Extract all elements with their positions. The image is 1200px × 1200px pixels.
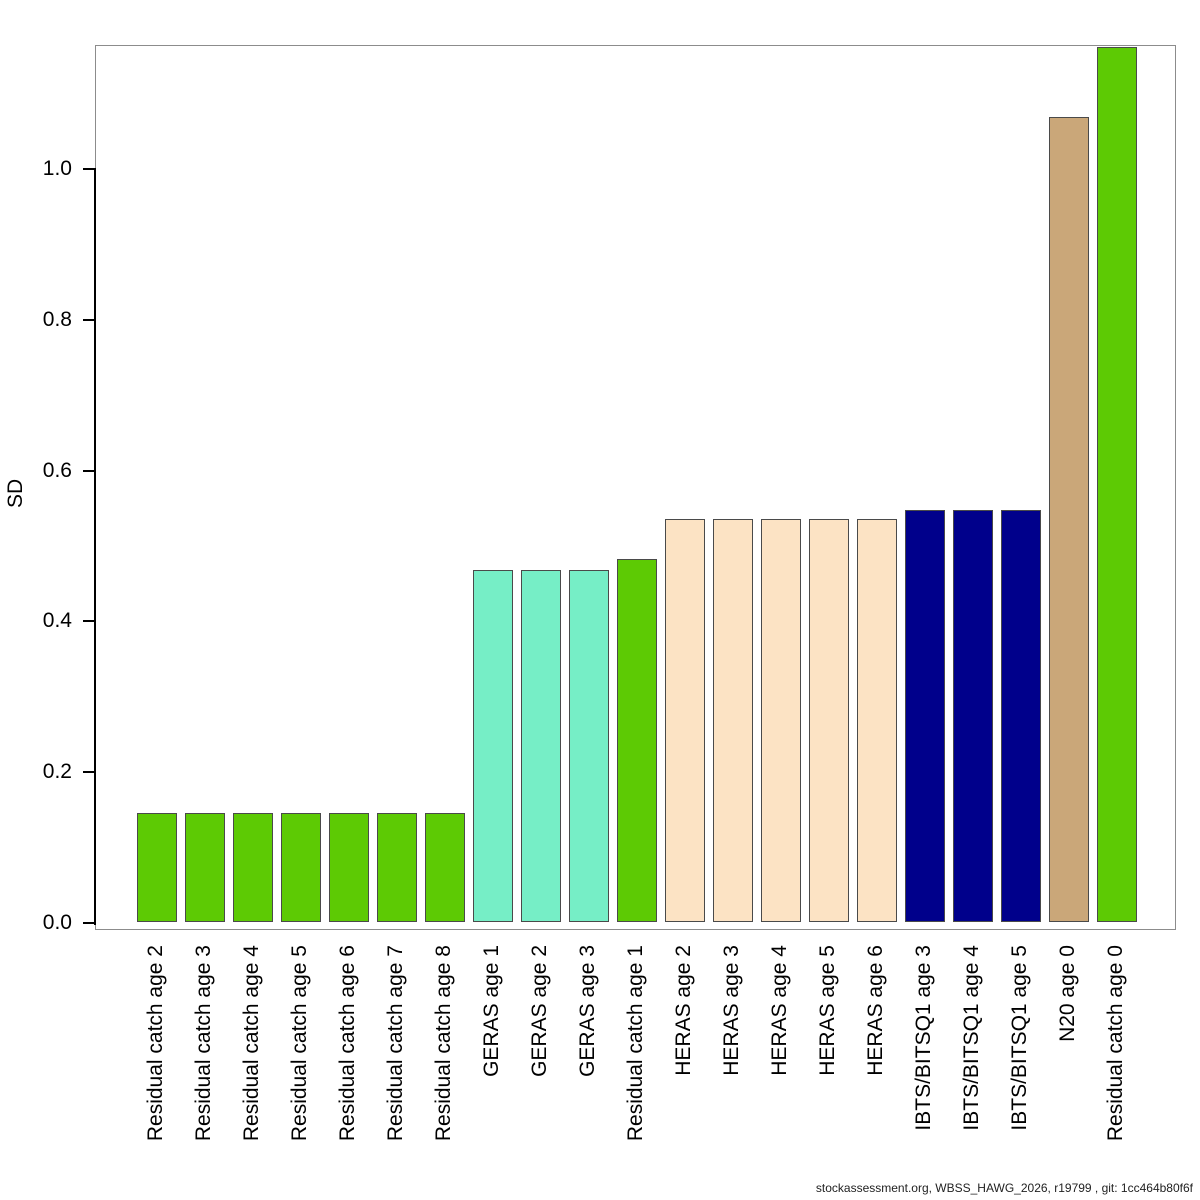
y-tick — [83, 318, 96, 321]
bar-heras-age-5 — [809, 519, 849, 922]
y-tick-label: 1.0 — [42, 157, 72, 180]
bar-heras-age-4 — [761, 519, 801, 922]
x-axis-label: IBTS/BITSQ1 age 4 — [960, 945, 983, 1131]
y-tick-label: 0.4 — [42, 609, 72, 633]
bar-residual-catch-age-8 — [425, 813, 465, 922]
x-axis-label: HERAS age 3 — [720, 945, 743, 1076]
bar-residual-catch-age-4 — [233, 813, 273, 922]
y-tick — [83, 620, 96, 623]
x-axis-label: GERAS age 3 — [576, 945, 599, 1077]
y-tick — [83, 771, 96, 774]
x-axis-label: IBTS/BITSQ1 age 3 — [912, 945, 935, 1131]
bar-geras-age-1 — [473, 570, 513, 922]
bar-residual-catch-age-7 — [377, 813, 417, 922]
bar-heras-age-6 — [857, 519, 897, 922]
bar-geras-age-3 — [569, 570, 609, 922]
bar-ibts-bitsq1-age-4 — [953, 510, 993, 922]
x-axis-label: Residual catch age 6 — [336, 945, 359, 1142]
y-tick-label: 0.2 — [42, 760, 72, 784]
bar-ibts-bitsq1-age-5 — [1001, 510, 1041, 922]
x-axis-label: Residual catch age 0 — [1104, 945, 1127, 1142]
x-axis-label: GERAS age 1 — [480, 945, 503, 1077]
x-axis-label: HERAS age 4 — [768, 945, 791, 1076]
x-axis-label: Residual catch age 1 — [624, 945, 647, 1142]
x-axis-label: HERAS age 5 — [816, 945, 839, 1076]
bar-residual-catch-age-6 — [329, 813, 369, 922]
x-axis-label: Residual catch age 2 — [144, 945, 167, 1142]
y-tick — [83, 922, 96, 924]
x-axis-label: GERAS age 2 — [528, 945, 551, 1077]
bar-ibts-bitsq1-age-3 — [905, 510, 945, 922]
x-axis-label: Residual catch age 4 — [240, 945, 263, 1142]
bar-heras-age-2 — [665, 519, 705, 922]
bar-residual-catch-age-0 — [1097, 47, 1137, 922]
x-axis-label: HERAS age 6 — [864, 945, 887, 1076]
x-axis-label: Residual catch age 8 — [432, 945, 455, 1142]
x-axis-label: Residual catch age 7 — [384, 945, 407, 1142]
x-axis-label: Residual catch age 3 — [192, 945, 215, 1142]
bar-geras-age-2 — [521, 570, 561, 922]
plot-area: 0.0 0.2 0.4 0.6 0.8 1.0 — [43, 45, 1176, 934]
y-tick — [83, 168, 96, 170]
y-tick-label: 0.6 — [42, 458, 72, 482]
x-axis-label: HERAS age 2 — [672, 945, 695, 1076]
x-axis-label: IBTS/BITSQ1 age 5 — [1008, 945, 1031, 1131]
bar-residual-catch-age-1 — [617, 559, 657, 922]
bar-residual-catch-age-2 — [137, 813, 177, 922]
y-axis-line — [94, 168, 96, 925]
y-tick-label: 0.8 — [42, 307, 72, 331]
bar-residual-catch-age-5 — [281, 813, 321, 922]
y-tick — [83, 469, 96, 472]
x-axis-label: Residual catch age 5 — [288, 945, 311, 1142]
bar-residual-catch-age-3 — [185, 813, 225, 922]
bar-n20-age-0 — [1049, 117, 1089, 922]
footer-attribution: stockassessment.org, WBSS_HAWG_2026, r19… — [815, 1181, 1193, 1195]
y-tick-label: 0.0 — [42, 911, 72, 934]
bar-heras-age-3 — [713, 519, 753, 922]
x-axis-label: N20 age 0 — [1056, 945, 1079, 1042]
